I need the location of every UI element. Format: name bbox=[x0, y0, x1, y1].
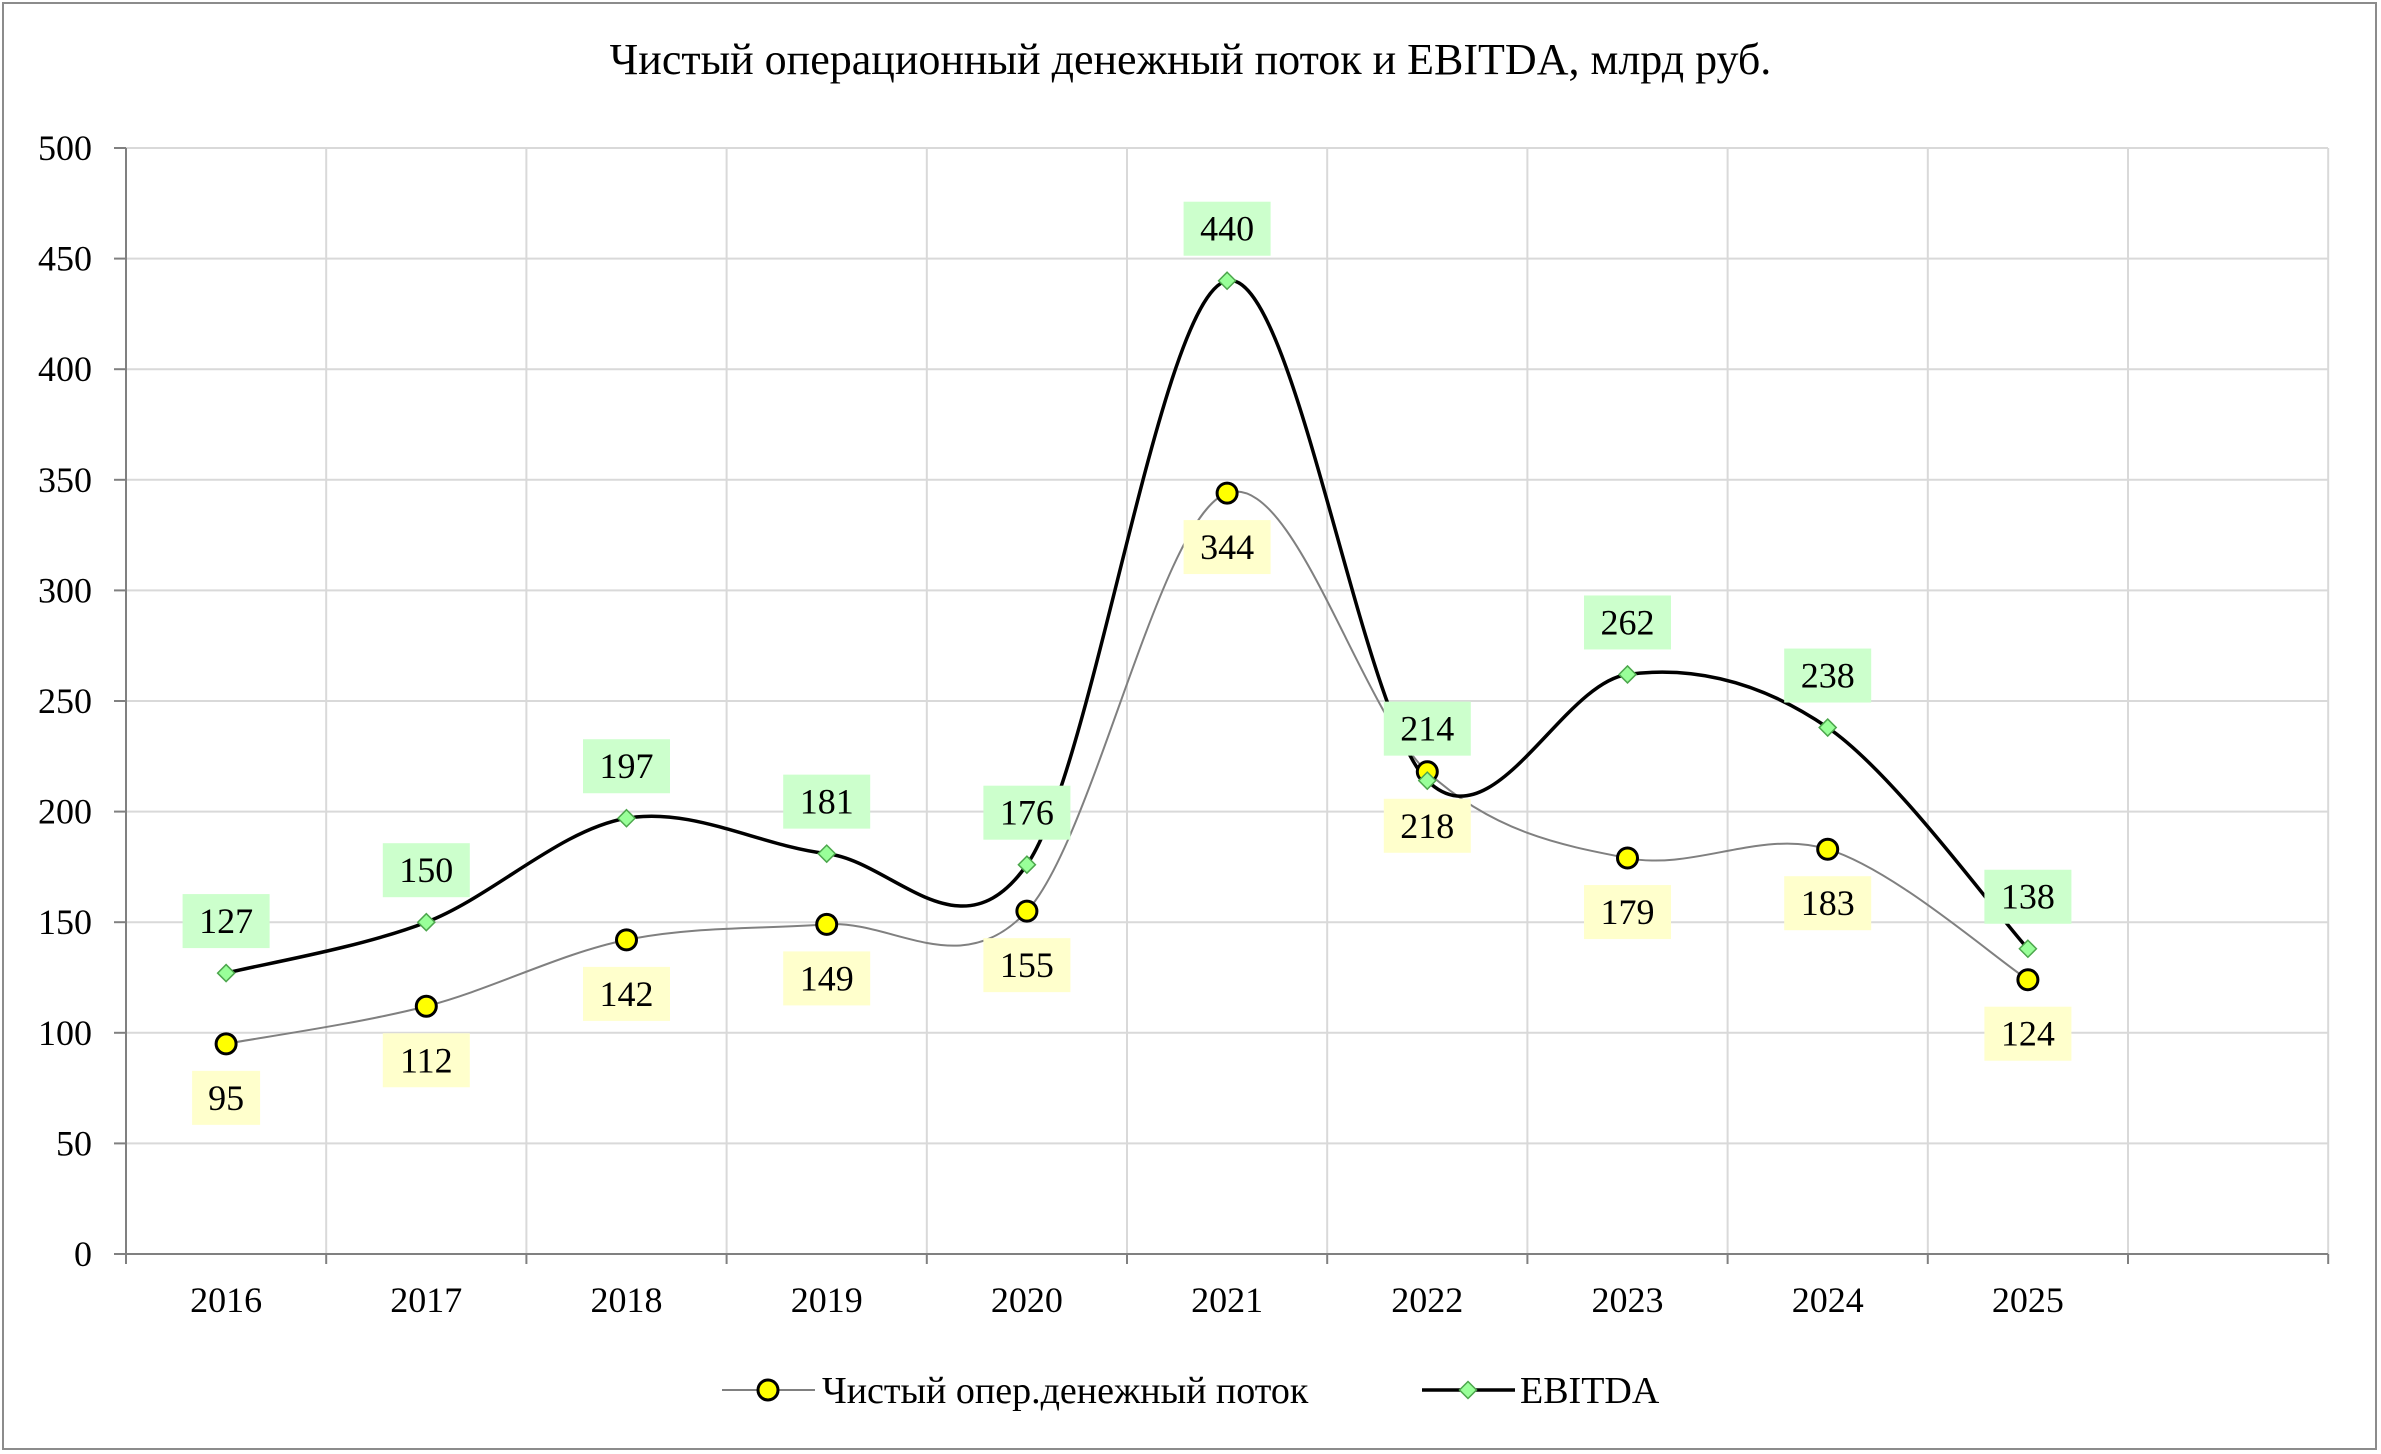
point-cash-flow bbox=[815, 912, 839, 936]
point-ebitda bbox=[1417, 771, 1437, 791]
point-cash-flow bbox=[214, 1032, 238, 1056]
legend-marker-ebitda bbox=[1458, 1380, 1478, 1400]
x-tick-label: 2017 bbox=[390, 1280, 462, 1320]
data-label-ebitda: 197 bbox=[600, 746, 654, 786]
data-label-cash-flow-bg bbox=[1383, 798, 1471, 853]
data-label-cash-flow: 179 bbox=[1601, 892, 1655, 932]
x-tick-label: 2023 bbox=[1592, 1280, 1664, 1320]
point-ebitda bbox=[2018, 939, 2038, 959]
labels-layer: 127 150 197 181 176 440 214 262 238 138 95 112 142 14… bbox=[182, 201, 2072, 1125]
markers-layer bbox=[214, 271, 2040, 1056]
data-label-cash-flow: 95 bbox=[208, 1078, 244, 1118]
data-label-ebitda-bg bbox=[1584, 595, 1671, 650]
series-line-cash-flow bbox=[225, 490, 2029, 1045]
lines-layer bbox=[225, 278, 2030, 1045]
data-label-ebitda-bg bbox=[382, 843, 470, 898]
data-label-cash-flow-bg bbox=[1183, 520, 1271, 575]
point-ebitda bbox=[616, 808, 637, 828]
data-label-ebitda: 238 bbox=[1801, 656, 1855, 696]
point-ebitda bbox=[1217, 271, 1237, 291]
y-tick-label: 100 bbox=[38, 1013, 92, 1053]
grid-layer bbox=[126, 147, 2330, 1254]
point-cash-flow bbox=[1215, 481, 1239, 505]
data-label-ebitda-bg bbox=[583, 739, 670, 794]
x-tick-label: 2019 bbox=[791, 1280, 863, 1320]
point-cash-flow bbox=[1816, 837, 1840, 861]
data-label-cash-flow-bg bbox=[583, 966, 670, 1021]
data-label-cash-flow: 344 bbox=[1200, 527, 1254, 567]
point-cash-flow bbox=[1015, 899, 1039, 923]
data-label-ebitda: 440 bbox=[1200, 209, 1254, 249]
point-cash-flow bbox=[414, 994, 438, 1018]
data-label-ebitda: 176 bbox=[1000, 793, 1054, 833]
point-cash-flow bbox=[1616, 846, 1639, 870]
y-tick-label: 300 bbox=[38, 570, 92, 610]
data-label-cash-flow: 112 bbox=[400, 1040, 453, 1080]
data-label-ebitda: 138 bbox=[2001, 877, 2055, 917]
x-tick-label: 2021 bbox=[1191, 1280, 1263, 1320]
point-ebitda bbox=[1617, 664, 1638, 685]
data-label-cash-flow-bg bbox=[1984, 1006, 2072, 1061]
y-tick-label: 150 bbox=[38, 902, 92, 942]
point-ebitda bbox=[416, 912, 436, 932]
x-tick-label: 2025 bbox=[1992, 1280, 2064, 1320]
data-label-ebitda: 262 bbox=[1601, 602, 1655, 642]
axes-layer: 0 50 100 150 200 250 300 350 400 450 500 2016 2017 20… bbox=[38, 128, 2330, 1320]
point-cash-flow bbox=[2016, 968, 2040, 992]
y-tick-label: 350 bbox=[38, 460, 92, 500]
y-tick-label: 250 bbox=[38, 681, 92, 721]
data-label-cash-flow-bg bbox=[1784, 876, 1872, 931]
point-ebitda bbox=[817, 844, 837, 864]
x-tick-label: 2016 bbox=[190, 1280, 262, 1320]
point-ebitda bbox=[1818, 717, 1838, 738]
chart-title: Чистый операционный денежный поток и EBI… bbox=[609, 35, 1772, 84]
data-label-cash-flow: 149 bbox=[800, 958, 854, 998]
data-label-ebitda-bg bbox=[1984, 869, 2072, 924]
data-label-ebitda-bg bbox=[1383, 701, 1471, 756]
series-line-ebitda bbox=[225, 278, 2030, 975]
y-tick-label: 400 bbox=[38, 349, 92, 389]
x-tick-label: 2018 bbox=[591, 1280, 663, 1320]
x-tick-label: 2024 bbox=[1792, 1280, 1864, 1320]
point-ebitda bbox=[1017, 855, 1037, 875]
legend-label-cash-flow: Чистый опер.денежный поток bbox=[822, 1370, 1309, 1412]
data-label-cash-flow-bg bbox=[783, 951, 871, 1006]
data-label-ebitda-bg bbox=[983, 785, 1071, 840]
data-label-ebitda: 181 bbox=[800, 782, 854, 822]
y-tick-label: 500 bbox=[38, 128, 92, 168]
legend-label-ebitda: EBITDA bbox=[1520, 1370, 1660, 1412]
data-label-ebitda-bg bbox=[182, 894, 270, 949]
data-label-ebitda: 214 bbox=[1400, 709, 1454, 749]
data-label-ebitda-bg bbox=[783, 774, 871, 829]
data-label-cash-flow-bg bbox=[983, 938, 1071, 993]
data-label-cash-flow: 155 bbox=[1000, 945, 1054, 985]
y-tick-label: 200 bbox=[38, 792, 92, 832]
data-label-cash-flow: 183 bbox=[1801, 883, 1855, 923]
data-label-cash-flow: 142 bbox=[600, 974, 654, 1014]
data-label-ebitda: 150 bbox=[399, 850, 453, 890]
data-label-cash-flow: 218 bbox=[1400, 806, 1454, 846]
y-tick-label: 0 bbox=[74, 1234, 92, 1274]
data-label-cash-flow-bg bbox=[192, 1070, 261, 1125]
data-label-ebitda: 127 bbox=[199, 901, 253, 941]
y-tick-label: 450 bbox=[38, 239, 92, 279]
point-cash-flow bbox=[615, 928, 638, 952]
data-label-ebitda-bg bbox=[1183, 201, 1271, 256]
data-label-cash-flow: 124 bbox=[2001, 1014, 2055, 1054]
point-ebitda bbox=[216, 963, 236, 983]
y-tick-label: 50 bbox=[56, 1123, 92, 1163]
x-tick-label: 2020 bbox=[991, 1280, 1063, 1320]
legend: Чистый опер.денежный поток EBITDA bbox=[722, 1370, 1660, 1412]
data-label-ebitda-bg bbox=[1784, 648, 1872, 703]
legend-marker-cash-flow bbox=[756, 1378, 780, 1402]
data-label-cash-flow-bg bbox=[1584, 885, 1671, 940]
data-label-cash-flow-bg bbox=[382, 1033, 470, 1088]
x-tick-label: 2022 bbox=[1391, 1280, 1463, 1320]
